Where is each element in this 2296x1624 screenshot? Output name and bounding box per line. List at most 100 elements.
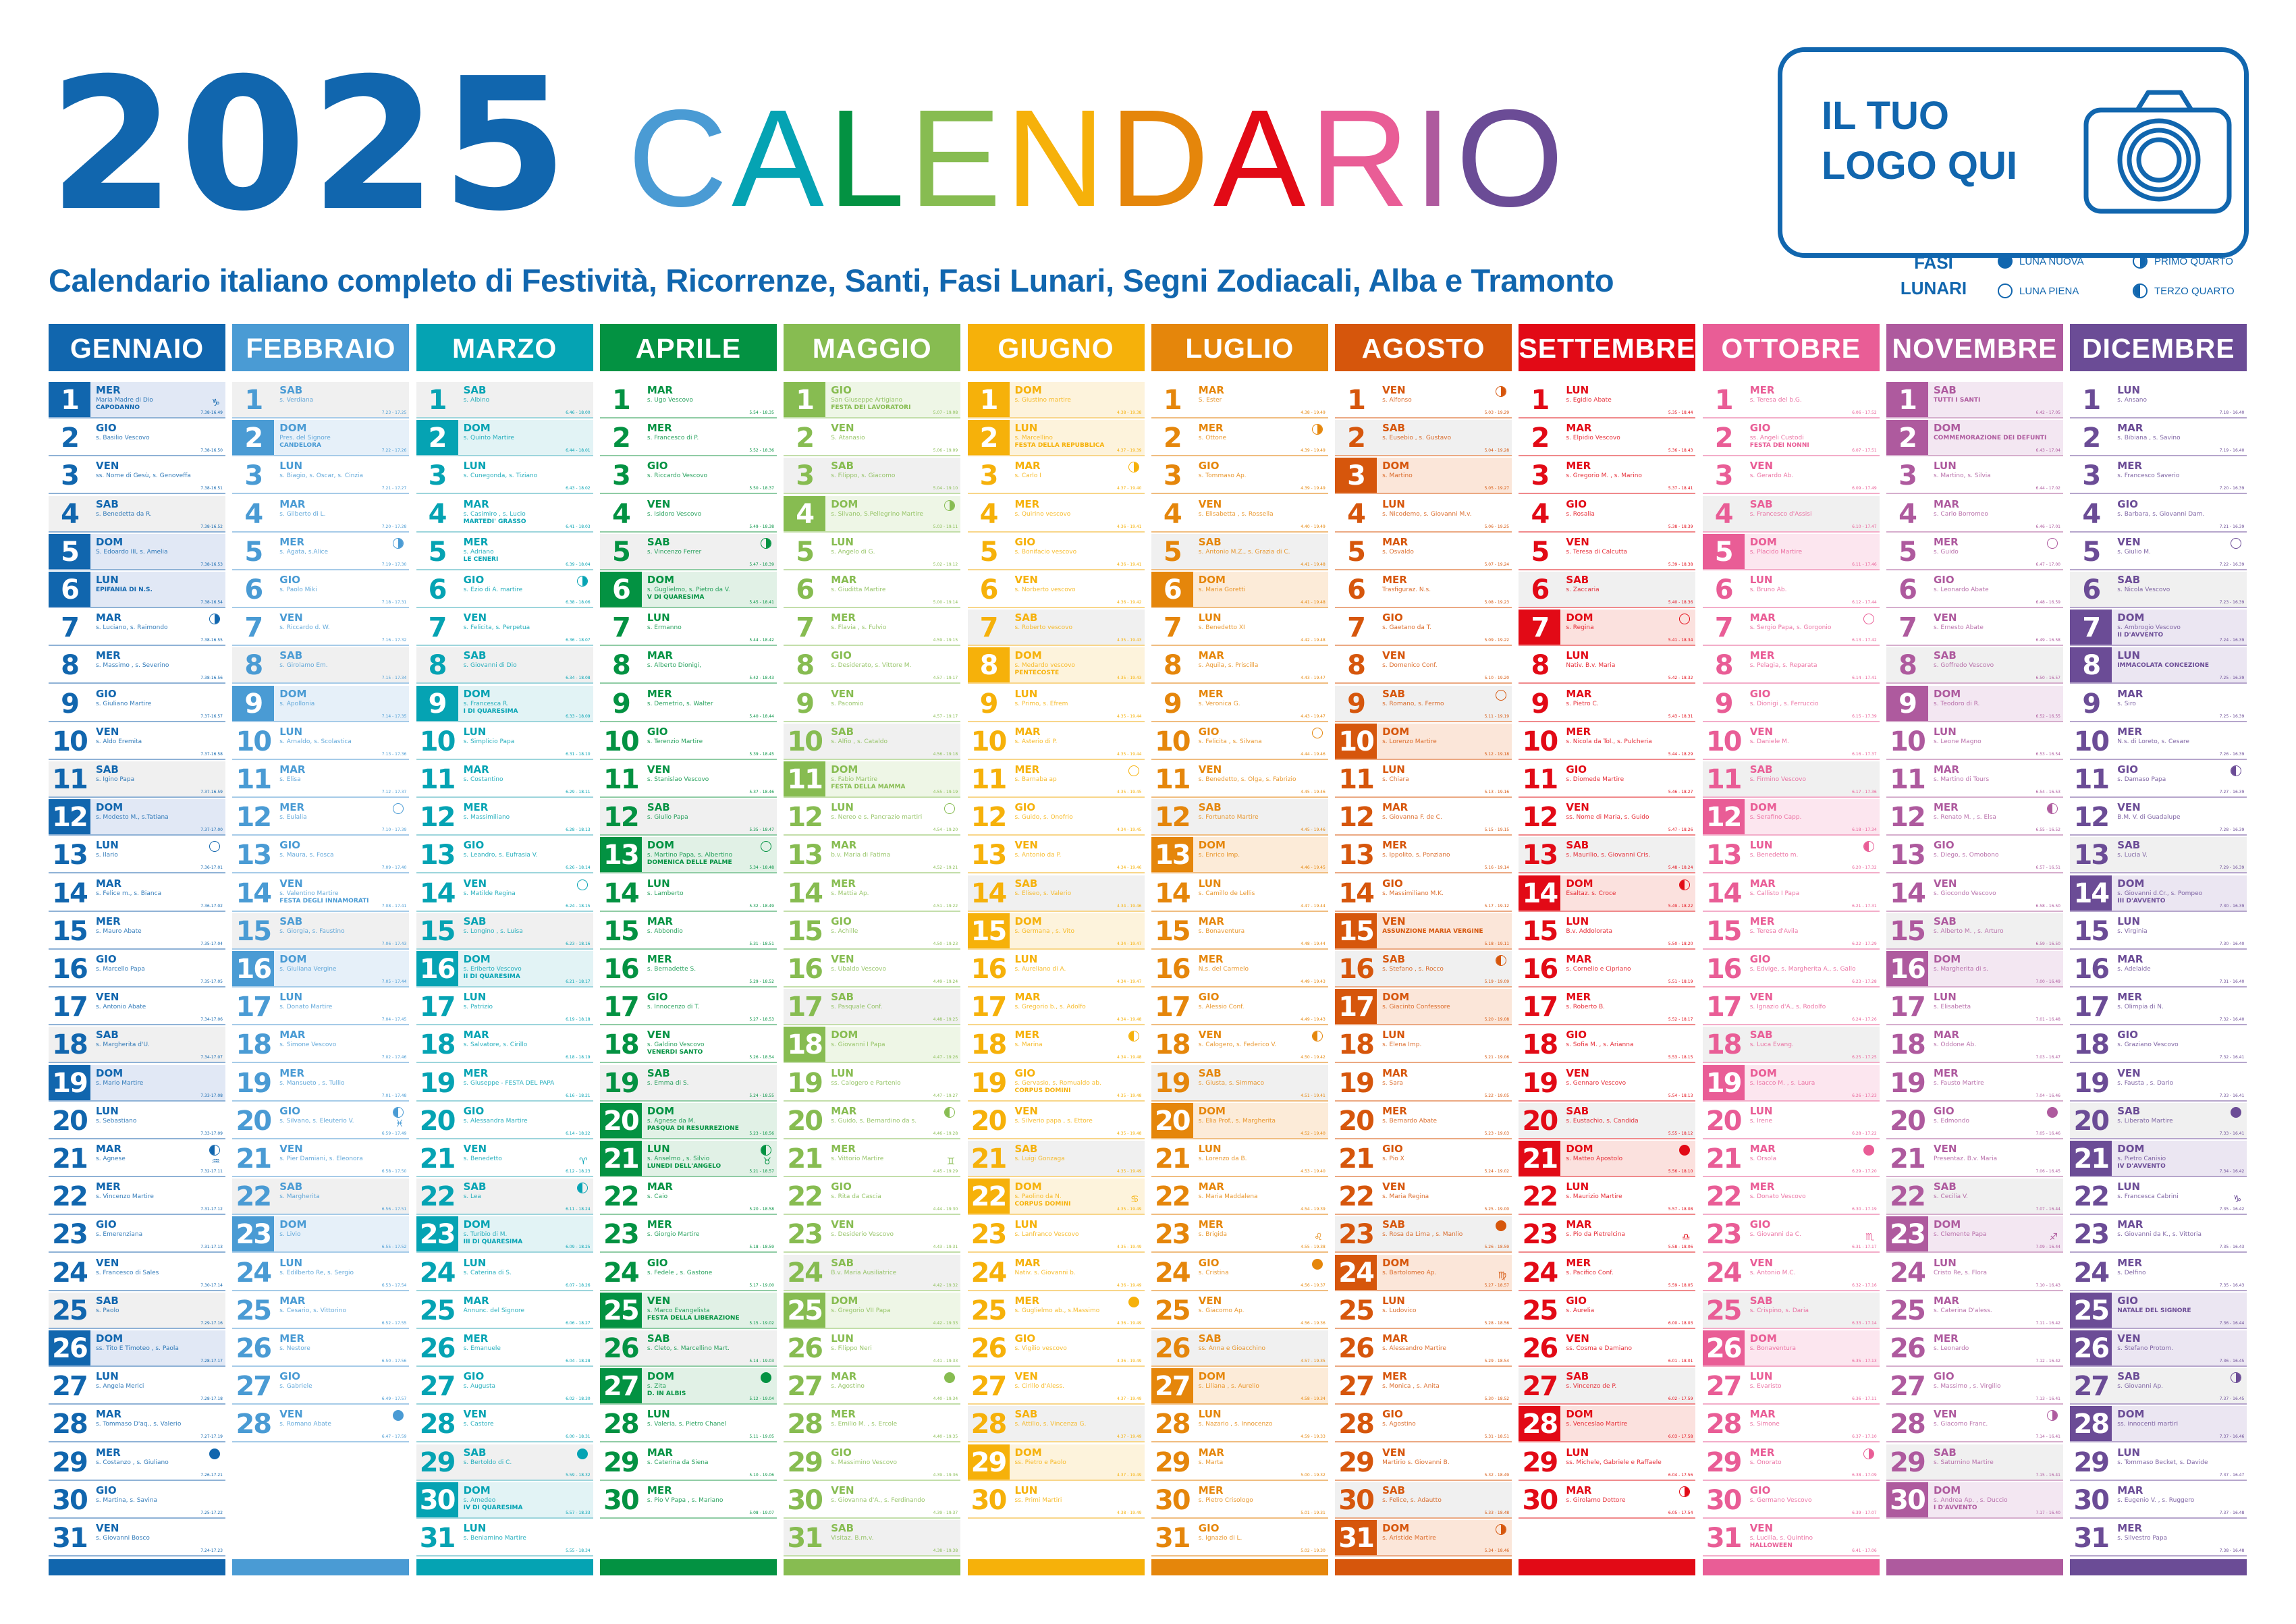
saint-name: s. Ezio di A. martire	[463, 587, 523, 593]
saint-name: s. Maria Regina	[1382, 1193, 1429, 1201]
saint-name: s. Osvaldo	[1382, 548, 1414, 556]
weekday: DOM	[463, 1484, 491, 1496]
day-number: 4	[1898, 498, 1917, 530]
sunrise-sunset: 4.34 - 19.47	[1116, 941, 1142, 946]
sunrise-sunset: 7.02 - 17.46	[381, 1055, 407, 1060]
sunrise-sunset: 6.14 - 18.22	[566, 1131, 591, 1136]
saint-name: s. Orsola	[1749, 1156, 1777, 1162]
day-number: 30	[1154, 1484, 1191, 1516]
saint-name: s. Teodoro di R.	[1934, 700, 1980, 707]
day-row: 27 LUN s. Evaristo 6.36 - 17.11	[1702, 1368, 1880, 1405]
weekday: SAB	[1566, 1370, 1589, 1383]
saint-name: s. Bonaventura	[1198, 927, 1245, 935]
weekday: DOM	[1014, 384, 1042, 396]
weekday: SAB	[1566, 574, 1589, 586]
saint-name: s. Giovanni I Papa	[831, 1041, 885, 1049]
month-settembre: SETTEMBRE 1 LUN s. Egidio Abate 5.35 - 18.44…	[1519, 324, 1696, 1575]
day-number: 8	[1531, 650, 1550, 682]
saint-name: s. Liliana , s. Aurelio	[1198, 1383, 1259, 1390]
sunrise-sunset: 7.09 - 17.40	[381, 865, 407, 871]
day-number: 27	[236, 1371, 272, 1403]
day-number: 6	[49, 572, 90, 607]
day-number: 6	[1151, 572, 1193, 607]
sunrise-sunset: 6.54 - 16.53	[2035, 790, 2060, 794]
sunrise-sunset: 7.28 - 16.39	[2219, 828, 2245, 833]
weekday: LUN	[463, 1522, 487, 1534]
day-number: 17	[419, 992, 456, 1023]
day-number: 8	[1898, 650, 1917, 682]
saint-name: s. Girolamo Dottore	[1566, 1496, 1626, 1504]
sunrise-sunset: 6.36 - 17.11	[1852, 1397, 1877, 1402]
weekday: DOM	[2117, 877, 2145, 890]
day-row: 16 DOM s. Giuliana Vergine 7.05 - 17.44	[232, 951, 410, 987]
sunrise-sunset: 7.38-16.53	[200, 562, 223, 567]
day-number: 8	[967, 647, 1010, 683]
day-row: 21 SAB s. Luigi Gonzaga 4.35 - 19.49	[967, 1141, 1145, 1177]
day-number: 14	[971, 877, 1008, 909]
saint-name: s. Evaristo	[1749, 1383, 1782, 1390]
day-row: 25 VEN s. Giacomo Ap. 4.56 - 19.36	[1151, 1293, 1328, 1329]
month-dicembre: DICEMBRE 1 LUN s. Ansano 7.18 - 16.40 2 MAR s. …	[2070, 324, 2247, 1575]
day-number: 21	[419, 1143, 456, 1174]
weekday: LUN	[463, 991, 487, 1004]
sunrise-sunset: 7.37 - 16.46	[2219, 1434, 2245, 1440]
weekday: GIO	[1014, 1332, 1036, 1345]
saint-name: s. Desiderato, s. Vittore M.	[831, 662, 912, 670]
saint-name: s. Felicita , s. Silvana	[1198, 738, 1262, 745]
holiday-label: FESTA DEI NONNI	[1749, 442, 1809, 450]
day-number: 21	[599, 1141, 642, 1176]
sunrise-sunset: 5.04 - 19.28	[1484, 448, 1510, 454]
weekday: SAB	[1566, 839, 1589, 852]
saint-name: s. Veronica G.	[1198, 700, 1240, 707]
saint-name: s. Alessio Conf.	[1198, 1004, 1245, 1011]
saint-name: s. Roberto B.	[1566, 1004, 1606, 1011]
day-number: 5	[979, 536, 999, 568]
day-number: 2	[796, 423, 815, 454]
holiday-label: FESTA DELLA MAMMA	[831, 784, 906, 790]
day-row: 11 MAR s. Elisa 7.12 - 17.37	[232, 761, 410, 798]
weekday: SAB	[2117, 574, 2141, 586]
sunrise-sunset: 6.46 - 17.01	[2035, 524, 2060, 529]
day-row: 2 MER s. Francesco di P. 5.52 - 18.36	[599, 420, 777, 457]
sunrise-sunset: 5.35 - 18.44	[1668, 410, 1693, 415]
day-number: 1	[1886, 382, 1928, 417]
sunrise-sunset: 7.33-17.08	[200, 1093, 223, 1098]
holiday-label: FESTA DELLA REPUBBLICA	[1014, 442, 1105, 450]
day-number: 24	[971, 1257, 1008, 1289]
day-row: 22 LUN s. Francesca Cabrini 7.35 - 16.42 ♑	[2070, 1179, 2247, 1216]
weekday: MER	[831, 1143, 856, 1155]
sunrise-sunset: 6.39 - 18.04	[566, 562, 591, 567]
weekday: MAR	[1014, 1256, 1041, 1269]
sunrise-sunset: 7.14 - 16.41	[2035, 1434, 2060, 1440]
day-number: 19	[236, 1067, 272, 1099]
saint-name: s. Rosa da Lima , s. Manlio	[1382, 1231, 1463, 1239]
weekday: GIO	[1382, 612, 1403, 624]
day-number: 22	[787, 1181, 823, 1213]
day-row: 18 LUN s. Elena Imp. 5.21 - 19.06	[1335, 1027, 1512, 1064]
weekday: MER	[647, 422, 672, 435]
sunrise-sunset: 4.46 - 19.28	[933, 1131, 958, 1136]
day-number: 17	[603, 992, 640, 1023]
day-number: 28	[1519, 1406, 1561, 1442]
weekday: MER	[1198, 1218, 1224, 1231]
saint-name: s. Diego, s. Omobono	[1934, 852, 1999, 859]
day-row: 8 MER s. Massimo , s. Severino 7.38-16.56	[49, 647, 225, 684]
weekday: MER	[2117, 460, 2143, 472]
weekday: LUN	[1014, 1218, 1038, 1231]
holiday-label: CANDELORA	[279, 442, 321, 450]
day-number: 25	[1705, 1295, 1743, 1326]
day-number: 1	[784, 382, 826, 417]
day-row: 1 LUN s. Egidio Abate 5.35 - 18.44	[1519, 382, 1696, 418]
sunrise-sunset: 6.43 - 17.04	[2035, 448, 2060, 454]
day-number: 16	[1522, 954, 1559, 985]
saint-name: s. Edilberto Re, s. Sergio	[279, 1269, 354, 1276]
day-number: 21	[787, 1143, 823, 1174]
weekday: DOM	[1566, 1143, 1593, 1155]
weekday: MER	[1749, 1181, 1775, 1193]
sunrise-sunset: 5.57 - 18.33	[566, 1510, 591, 1515]
day-row: 29 SAB s. Saturnino Martire 7.15 - 16.41	[1886, 1444, 2063, 1481]
day-row: 16 LUN s. Aureliano di A. 4.34 - 19.47	[967, 951, 1145, 987]
saint-name: s. Placido Martire	[1749, 548, 1803, 556]
day-row: 19 SAB s. Giusta, s. Simmaco 4.51 - 19.41	[1151, 1064, 1328, 1102]
saint-name: s. Vittorio Martire	[831, 1156, 884, 1162]
